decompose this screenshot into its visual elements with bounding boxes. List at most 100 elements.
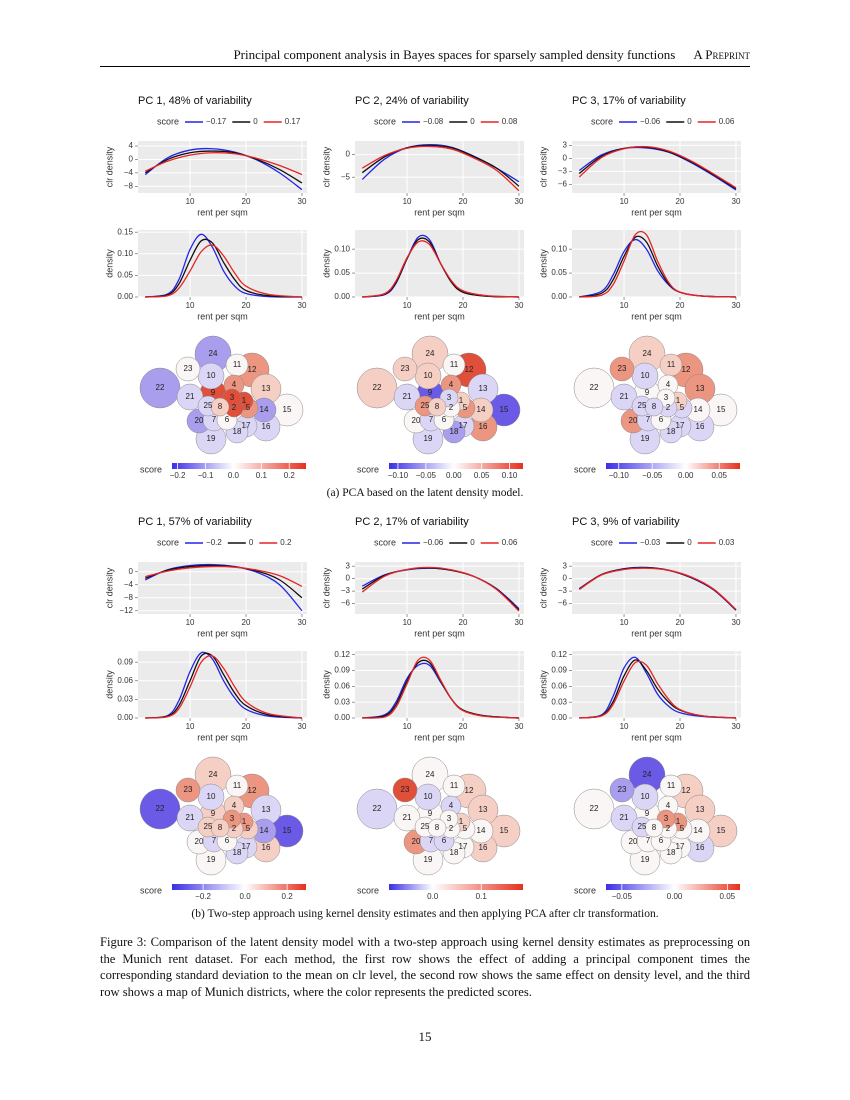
x-axis-label: rent per sqm [631,207,682,217]
district-label: 8 [435,823,440,832]
density-curve [361,144,520,187]
colorbar-tick-label: −0.10 [388,471,409,480]
district-label: 4 [232,380,237,389]
district-label: 7 [429,836,434,845]
district-label: 13 [479,805,488,814]
district-label: 8 [652,402,657,411]
district-label: 19 [641,855,650,864]
y-tick-label: 3 [346,561,351,570]
y-axis-label: density [104,670,114,699]
district-label: 5 [463,824,468,833]
x-tick-label: 10 [620,197,629,206]
district-label: 7 [212,836,217,845]
x-tick-label: 10 [186,618,195,627]
legend-label: 0.06 [719,117,735,126]
colorbar-title: score [574,885,596,895]
x-tick-label: 30 [298,618,307,627]
district-label: 9 [428,388,433,397]
y-tick-label: 0 [563,574,568,583]
district-label: 20 [629,416,638,425]
legend-title: score [374,537,396,547]
district-label: 13 [479,384,488,393]
x-tick-label: 20 [676,722,685,731]
district-label: 17 [242,421,251,430]
x-tick-label: 30 [515,722,524,731]
district-label: 20 [195,837,204,846]
district-label: 12 [465,365,474,374]
district-label: 17 [459,421,468,430]
district-label: 21 [186,813,195,822]
density-curve [578,567,737,610]
legend-label: −0.17 [206,117,227,126]
district-label: 12 [465,786,474,795]
legend-label: 0 [687,117,692,126]
y-tick-label: 0.12 [334,650,350,659]
district-label: 1 [676,817,681,826]
district-label: 1 [242,817,247,826]
y-tick-label: −4 [124,580,134,589]
x-axis-label: rent per sqm [414,628,465,638]
plot-background [138,230,307,297]
legend-title: score [591,116,613,126]
district-label: 3 [230,814,235,823]
district-label: 25 [204,822,213,831]
legend-label: 0.08 [502,117,518,126]
density-curve [578,146,737,191]
density-curve [579,660,737,719]
y-tick-label: 0.06 [551,681,567,690]
district-label: 20 [412,416,421,425]
density-curve [579,656,736,719]
district-label: 18 [450,848,459,857]
district-label: 17 [459,842,468,851]
x-tick-label: 20 [676,301,685,310]
x-tick-label: 20 [459,301,468,310]
district [610,383,638,411]
district-label: 25 [204,401,213,410]
district-label: 2 [449,403,454,412]
district-label: 12 [248,786,257,795]
plot-background [138,141,307,193]
district-label: 23 [401,364,410,373]
legend-title: score [374,116,396,126]
y-tick-label: 0.00 [334,292,350,301]
district-label: 14 [477,405,486,414]
density-curve [362,656,519,719]
district-label: 8 [218,402,223,411]
x-tick-label: 30 [515,301,524,310]
density-curve [361,566,520,612]
district-label: 20 [412,837,421,846]
colorbar-tick-label: −0.1 [198,471,214,480]
district-label: 15 [717,826,726,835]
district-label: 23 [184,785,193,794]
legend-label: 0 [470,117,475,126]
district-label: 17 [676,842,685,851]
district [356,788,398,830]
legend-label: −0.08 [423,117,444,126]
district-label: 5 [680,824,685,833]
district-label: 11 [667,781,676,790]
density-curve [145,564,303,599]
y-tick-label: 0.09 [117,657,133,666]
density-curve [361,145,520,192]
density-curve [144,147,303,191]
x-tick-label: 30 [298,722,307,731]
district-label: 6 [225,415,230,424]
colorbar-tick-label: −0.2 [170,471,186,480]
legend-label: 0.06 [502,538,518,547]
district-label: 22 [156,383,165,392]
y-tick-label: 0.03 [334,697,350,706]
plot-background [355,651,524,718]
district-label: 15 [500,826,509,835]
district-label: 25 [638,401,647,410]
y-tick-label: 0 [129,567,134,576]
district [573,367,615,409]
district-label: 10 [641,792,650,801]
y-tick-label: 0.09 [551,666,567,675]
y-tick-label: 0.10 [117,249,133,258]
district-label: 14 [694,405,703,414]
y-axis-label: density [538,670,548,699]
colorbar-tick-label: 0.2 [284,471,296,480]
x-tick-label: 10 [403,197,412,206]
